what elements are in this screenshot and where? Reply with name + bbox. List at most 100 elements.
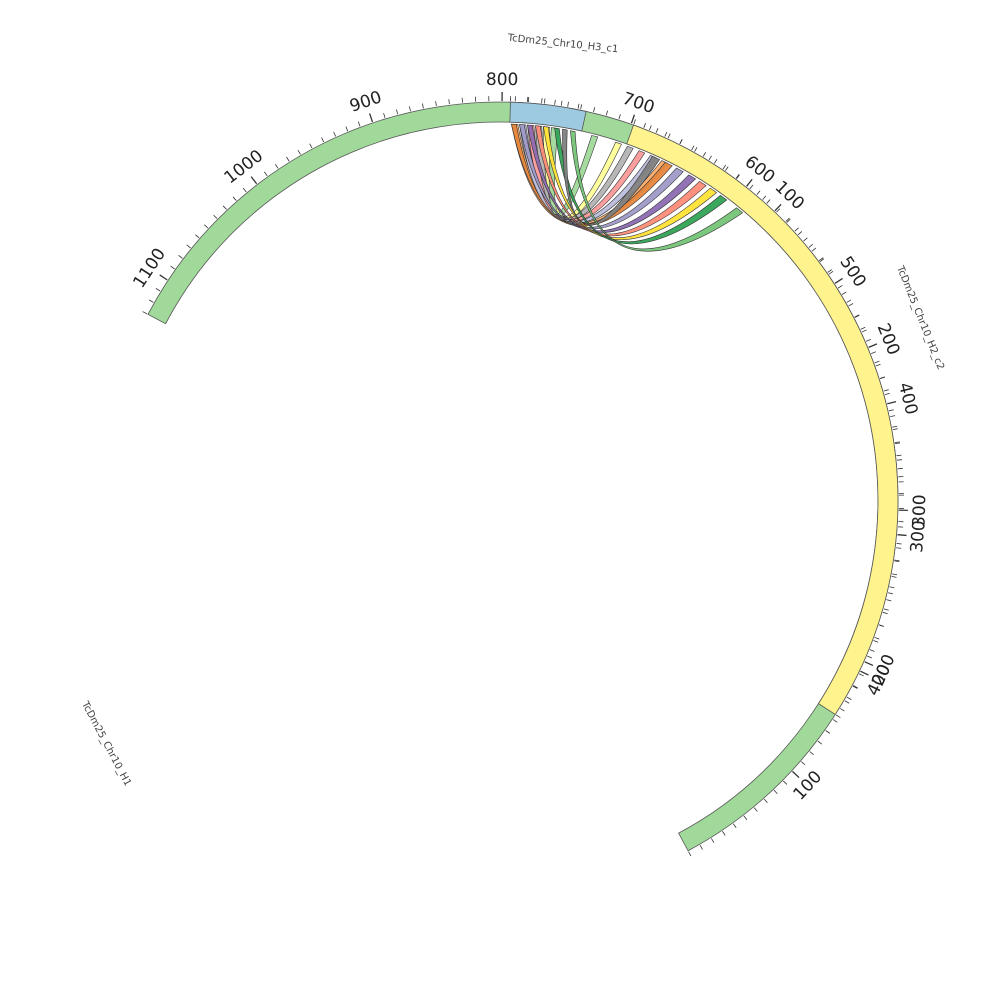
minor-tick <box>886 599 892 602</box>
minor-tick <box>195 234 200 239</box>
minor-tick <box>396 109 399 115</box>
minor-tick <box>544 98 546 104</box>
minor-tick <box>871 351 876 354</box>
link-ribbon <box>543 126 718 241</box>
minor-tick <box>567 101 569 107</box>
link-ribbon <box>562 128 660 226</box>
minor-tick <box>892 428 898 430</box>
tick-label: 200 <box>873 320 904 358</box>
minor-tick <box>773 789 778 795</box>
minor-tick <box>883 608 889 611</box>
minor-tick <box>811 247 817 252</box>
minor-tick <box>894 560 900 563</box>
minor-tick <box>884 392 890 396</box>
minor-tick <box>894 559 900 562</box>
minor-tick <box>818 257 824 261</box>
minor-tick <box>848 303 854 307</box>
minor-tick <box>803 237 808 242</box>
minor-tick <box>383 113 386 119</box>
minor-tick <box>242 187 247 193</box>
segments-layer <box>147 101 899 852</box>
minor-tick <box>894 441 900 443</box>
minor-tick <box>178 255 183 259</box>
link-ribbon <box>570 130 744 252</box>
minor-tick <box>887 592 894 595</box>
link-ribbon <box>535 125 707 237</box>
minor-tick <box>743 815 748 821</box>
major-tick <box>834 277 843 284</box>
minor-tick <box>890 415 896 418</box>
minor-tick <box>756 190 761 195</box>
minor-tick <box>688 851 692 857</box>
minor-tick <box>852 685 858 689</box>
minor-tick <box>832 719 838 723</box>
minor-tick <box>722 164 727 170</box>
minor-tick <box>819 258 825 262</box>
minor-tick <box>655 128 659 133</box>
major-tick <box>897 534 907 537</box>
minor-tick <box>541 98 543 104</box>
major-tick <box>250 176 258 185</box>
minor-tick <box>766 199 771 204</box>
minor-tick <box>827 269 833 273</box>
minor-tick <box>554 99 556 105</box>
major-tick <box>860 670 869 676</box>
minor-tick <box>725 166 729 171</box>
minor-tick <box>580 104 583 110</box>
minor-tick <box>801 761 806 766</box>
minor-tick <box>560 100 563 106</box>
major-tick <box>887 400 897 405</box>
segment-name-label: TcDm25_Chr10_H2_c2 <box>894 264 946 372</box>
minor-tick <box>735 174 740 179</box>
minor-tick <box>809 751 814 755</box>
minor-tick <box>232 196 237 201</box>
minor-tick <box>762 195 767 200</box>
minor-tick <box>148 299 154 303</box>
major-tick <box>792 770 800 779</box>
minor-tick <box>786 218 791 223</box>
link-ribbon <box>519 124 684 230</box>
minor-tick <box>846 299 852 303</box>
minor-tick <box>869 649 875 652</box>
links-layer <box>511 123 744 252</box>
minor-tick <box>879 376 885 380</box>
segment-TcDm25_Chr10_H2_c2 <box>626 124 899 715</box>
minor-tick <box>841 291 847 295</box>
tick-label: 500 <box>835 253 869 291</box>
tick-label: 600 <box>741 152 779 188</box>
minor-tick <box>865 339 871 342</box>
minor-tick <box>891 576 897 578</box>
minor-tick <box>794 227 799 232</box>
minor-tick <box>713 159 718 164</box>
minor-tick <box>732 823 737 829</box>
link-ribbon <box>511 123 673 227</box>
minor-tick <box>853 685 858 689</box>
labels-layer: 1002003004005006007008009001000110010020… <box>79 33 946 805</box>
link-ribbon <box>527 124 697 233</box>
tick-label: 300 <box>907 519 930 553</box>
minor-tick <box>736 174 740 179</box>
minor-tick <box>593 107 596 113</box>
tick-label: 300 <box>909 494 930 527</box>
minor-tick <box>679 139 683 144</box>
major-tick <box>630 114 636 124</box>
segment-name-label: TcDm25_Chr10_H1 <box>79 699 133 788</box>
minor-tick <box>888 409 894 412</box>
minor-tick <box>896 547 902 549</box>
minor-tick <box>170 265 175 270</box>
minor-tick <box>860 326 866 330</box>
minor-tick <box>878 624 884 627</box>
ticks-layer <box>142 92 908 857</box>
minor-tick <box>753 807 758 812</box>
minor-tick <box>867 655 872 659</box>
minor-tick <box>844 700 850 704</box>
minor-tick <box>840 708 845 712</box>
minor-tick <box>448 99 450 105</box>
minor-tick <box>892 573 898 576</box>
segment-TcDm25_Chr10_H1 <box>147 101 899 852</box>
major-tick <box>868 343 878 348</box>
minor-tick <box>605 110 608 116</box>
minor-tick <box>155 288 161 292</box>
minor-tick <box>874 636 880 640</box>
minor-tick <box>435 101 437 107</box>
